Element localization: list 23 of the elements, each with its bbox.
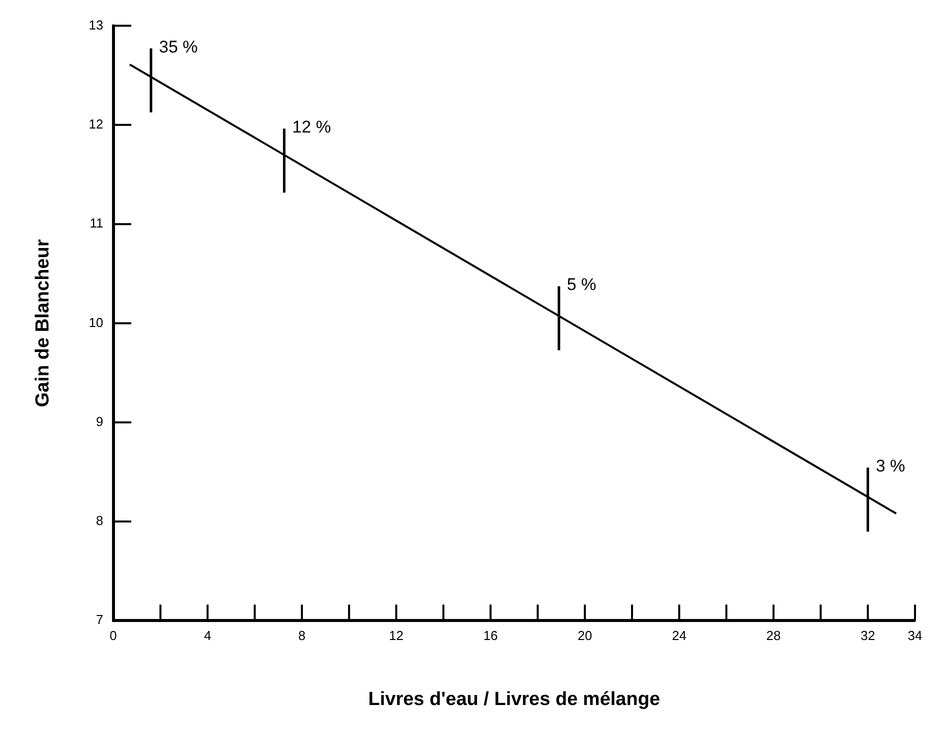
x-tick-label: 32 <box>860 628 876 643</box>
y-tick-label: 9 <box>96 414 104 429</box>
y-tick-label: 10 <box>88 314 104 330</box>
y-tick-label: 13 <box>88 17 104 32</box>
annotation: 3 % <box>876 456 906 476</box>
y-tick-label: 8 <box>96 513 104 528</box>
x-tick-label: 20 <box>578 628 592 643</box>
x-tick-label: 12 <box>388 628 404 643</box>
x-tick-label: 34 <box>908 628 922 643</box>
x-tick-label: 28 <box>766 628 781 643</box>
x-tick-label: 8 <box>298 628 306 643</box>
annotation: 12 % <box>292 118 331 137</box>
y-tick-label: 11 <box>90 216 104 231</box>
y-axis-title: Gain de Blancheur <box>32 238 54 408</box>
x-tick-label: 24 <box>672 628 686 643</box>
y-tick-label: 7 <box>96 612 104 628</box>
x-tick-label: 0 <box>110 628 117 643</box>
x-tick-label: 16 <box>483 628 498 643</box>
x-axis-title: Livres d'eau / Livres de mélange <box>368 688 660 710</box>
annotation: 35 % <box>158 37 198 56</box>
x-tick-label: 4 <box>204 628 212 643</box>
annotation: 5 % <box>566 275 596 294</box>
y-tick-label: 12 <box>88 116 104 132</box>
